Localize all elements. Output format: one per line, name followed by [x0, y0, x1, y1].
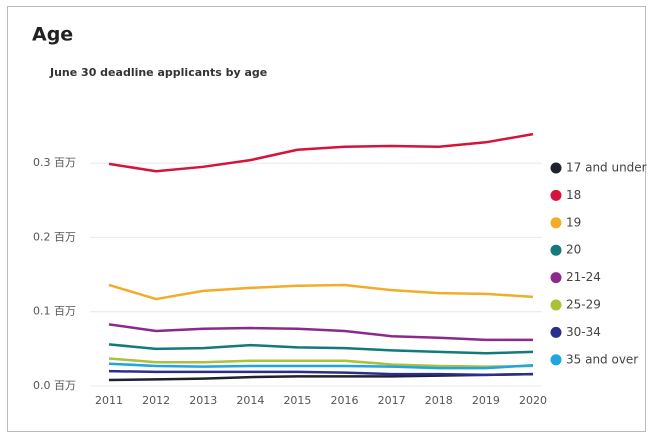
- series-line: [108, 132, 534, 173]
- y-tick-label: 0.3 百万: [33, 156, 76, 169]
- series-line: [108, 323, 533, 342]
- x-tick-label: 2013: [189, 394, 217, 407]
- x-tick-label: 2014: [236, 394, 264, 407]
- series-line: [108, 343, 534, 355]
- x-tick-label: 2011: [95, 394, 123, 407]
- legend-swatch: [550, 299, 562, 311]
- legend-label: 25-29: [566, 298, 601, 312]
- legend-swatch: [550, 326, 562, 338]
- legend-label: 18: [566, 188, 581, 202]
- chart-subtitle: June 30 deadline applicants by age: [49, 66, 267, 79]
- legend-swatch: [550, 217, 562, 229]
- x-tick-label: 2019: [472, 394, 500, 407]
- x-tick-label: 2018: [425, 394, 453, 407]
- legend-label: 17 and under: [566, 161, 647, 175]
- legend-swatch: [550, 244, 562, 256]
- legend-swatch: [550, 189, 562, 201]
- x-tick-label: 2020: [519, 394, 547, 407]
- series-line: [108, 362, 534, 370]
- y-tick-label: 0.2 百万: [33, 230, 76, 243]
- x-tick-label: 2017: [378, 394, 406, 407]
- legend-label: 30-34: [566, 325, 601, 339]
- legend-label: 21-24: [566, 270, 601, 284]
- legend-label: 20: [566, 243, 581, 257]
- series-line: [108, 283, 534, 301]
- legend-swatch: [550, 272, 562, 284]
- series-line: [108, 357, 534, 368]
- y-tick-label: 0.0 百万: [33, 379, 76, 392]
- legend-label: 35 and over: [566, 352, 638, 366]
- y-tick-label: 0.1 百万: [33, 305, 76, 318]
- series-line: [108, 369, 534, 377]
- legend-swatch: [550, 354, 562, 366]
- chart-title: Age: [32, 24, 73, 46]
- x-tick-label: 2016: [331, 394, 359, 407]
- x-tick-label: 2012: [142, 394, 170, 407]
- legend-label: 19: [566, 215, 581, 229]
- legend-swatch: [550, 162, 562, 174]
- x-tick-label: 2015: [283, 394, 311, 407]
